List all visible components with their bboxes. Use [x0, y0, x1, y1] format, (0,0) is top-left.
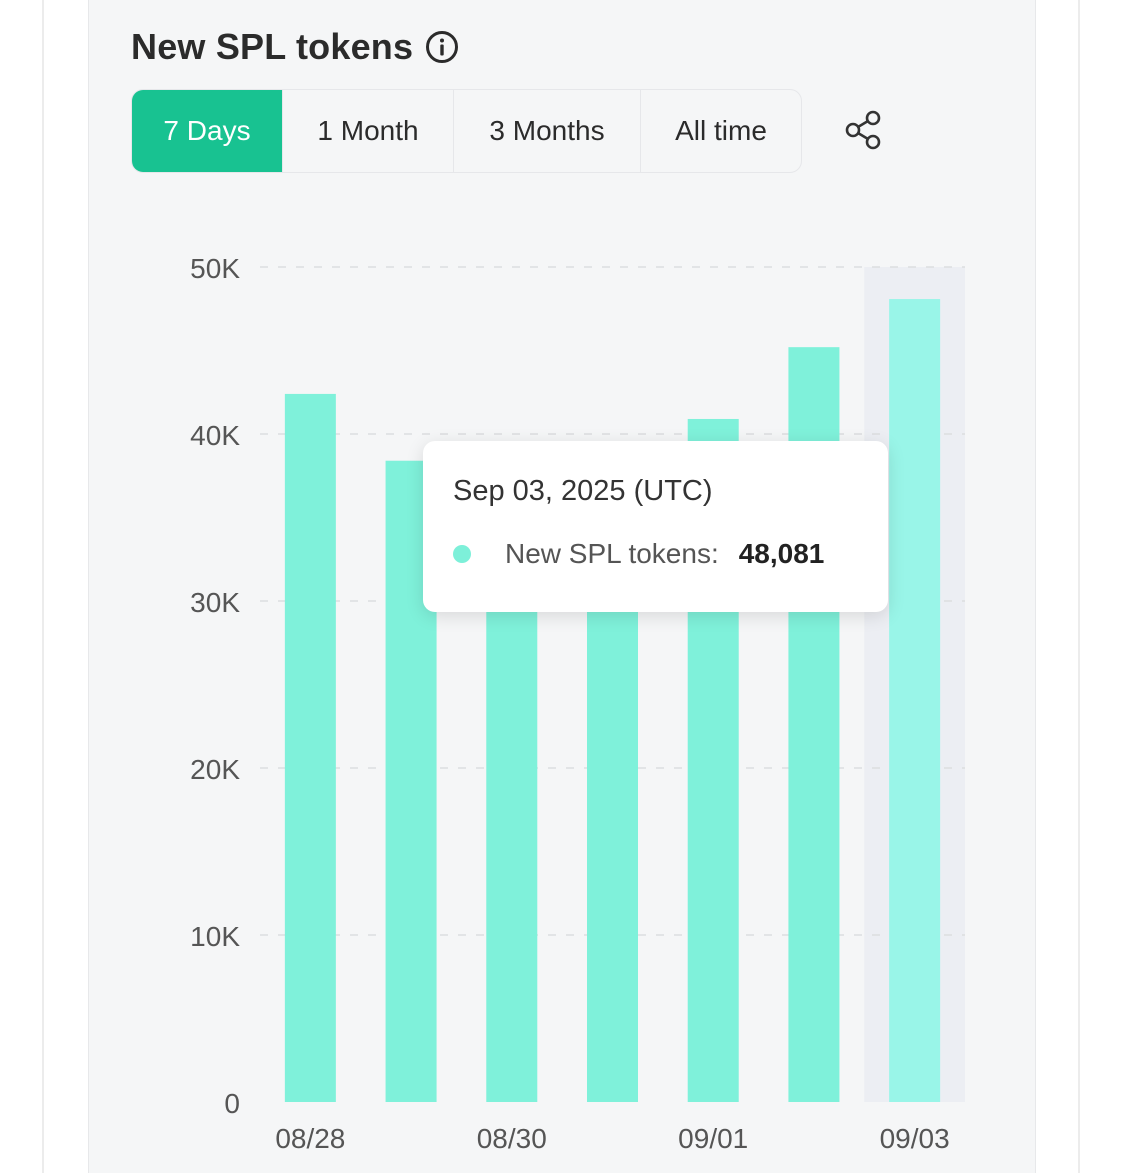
- y-tick-label: 20K: [190, 754, 240, 785]
- tooltip-value: 48,081: [738, 538, 825, 569]
- tooltip-series-dot: [453, 545, 471, 563]
- right-edge-divider: [1078, 0, 1080, 1173]
- bar: [889, 299, 941, 1102]
- share-icon[interactable]: [842, 108, 886, 152]
- y-tick-label: 10K: [190, 921, 240, 952]
- bar-chart: 0 10K 20K 30K 40K 50K 08/28 08/30 09/01 09/03: [190, 253, 965, 1154]
- tooltip-series-name: New SPL tokens:: [505, 538, 719, 569]
- tooltip-series-row: New SPL tokens: 48,081: [453, 538, 858, 570]
- tab-all-time[interactable]: All time: [675, 115, 767, 146]
- x-tick-label: 08/28: [275, 1123, 345, 1154]
- tab-7-days[interactable]: 7 Days: [132, 90, 283, 172]
- time-range-tabs: 7 Days 1 Month 3 Months All time: [131, 89, 802, 173]
- chart-tooltip: Sep 03, 2025 (UTC) New SPL tokens: 48,08…: [423, 441, 888, 612]
- y-tick-label: 30K: [190, 587, 240, 618]
- y-tick-label: 0: [224, 1088, 240, 1119]
- x-tick-label: 09/03: [880, 1123, 950, 1154]
- info-icon[interactable]: [425, 30, 459, 64]
- tooltip-date: Sep 03, 2025 (UTC): [453, 475, 713, 507]
- left-edge-divider: [42, 0, 44, 1173]
- bar: [284, 393, 336, 1102]
- y-tick-label: 40K: [190, 420, 240, 451]
- tab-3-months[interactable]: 3 Months: [454, 90, 641, 172]
- y-tick-label: 50K: [190, 253, 240, 284]
- chart-title: New SPL tokens: [131, 26, 414, 67]
- x-tick-label: 08/30: [477, 1123, 547, 1154]
- title-row: New SPL tokens: [131, 22, 459, 72]
- tab-1-month[interactable]: 1 Month: [283, 90, 454, 172]
- x-tick-label: 09/01: [678, 1123, 748, 1154]
